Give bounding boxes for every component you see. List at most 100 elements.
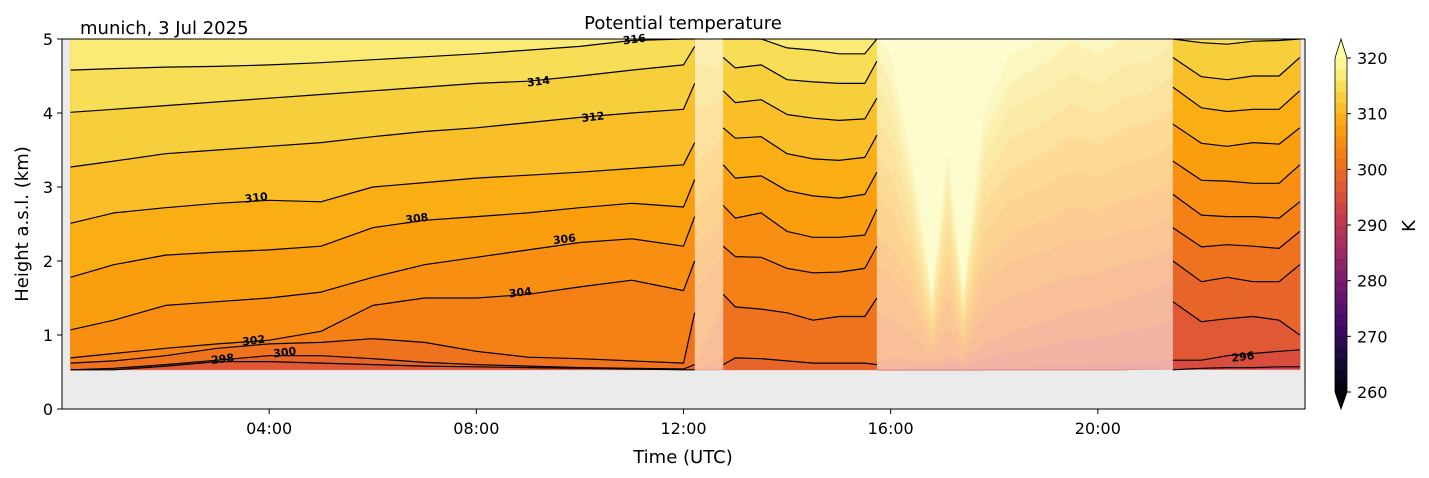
colorbar-band bbox=[1335, 302, 1347, 315]
masked-region bbox=[876, 39, 1173, 370]
contour-line-312 bbox=[722, 90, 878, 122]
colorbar-band bbox=[1335, 58, 1347, 70]
contour-line-304 bbox=[722, 245, 878, 274]
contour-line-298 bbox=[70, 361, 695, 371]
colorbar-tick-label: 290 bbox=[1357, 216, 1388, 235]
contour-line-302 bbox=[70, 312, 696, 364]
contour-line-316 bbox=[70, 38, 695, 71]
colorbar-band bbox=[1335, 180, 1347, 192]
colorbar-band bbox=[1335, 258, 1347, 270]
colorbar-band bbox=[1335, 69, 1347, 81]
contour-label: 314 bbox=[526, 74, 551, 90]
colorbar-band bbox=[1335, 280, 1347, 293]
contour-label: 298 bbox=[210, 351, 234, 367]
colorbar-tick-label: 320 bbox=[1357, 49, 1388, 68]
y-tick-label: 2 bbox=[43, 252, 53, 271]
colorbar-band bbox=[1335, 135, 1347, 148]
y-tick-label: 1 bbox=[43, 326, 53, 345]
colorbar-band bbox=[1335, 113, 1347, 126]
colorbar-band bbox=[1335, 314, 1347, 326]
y-tick-label: 3 bbox=[43, 178, 53, 197]
contour-line-314 bbox=[722, 57, 878, 85]
x-tick-label: 20:00 bbox=[1075, 419, 1121, 438]
x-tick-label: 16:00 bbox=[868, 419, 914, 438]
contour-label: 296 bbox=[1231, 349, 1256, 365]
colorbar-band bbox=[1335, 169, 1347, 181]
contour-line-300 bbox=[722, 357, 877, 366]
contour-line-302 bbox=[722, 293, 878, 321]
contour-line-304 bbox=[70, 260, 696, 359]
colorbar-band bbox=[1335, 347, 1347, 359]
contour-line-314 bbox=[1172, 38, 1300, 45]
contour-line-300 bbox=[70, 355, 695, 371]
contour-line-308 bbox=[722, 164, 878, 199]
colorbar-band bbox=[1335, 202, 1347, 215]
contour-label: 302 bbox=[241, 333, 265, 349]
colorbar-band bbox=[1335, 336, 1347, 348]
y-tick-label: 0 bbox=[43, 400, 53, 419]
colorbar-band bbox=[1335, 80, 1347, 92]
contour-label: 300 bbox=[273, 345, 298, 361]
colorbar-band bbox=[1335, 369, 1347, 382]
colorbar-band bbox=[1335, 124, 1347, 137]
colorbar-tick-label: 310 bbox=[1357, 105, 1388, 124]
contour-line-314 bbox=[70, 46, 696, 113]
colorbar-band bbox=[1335, 247, 1347, 259]
colorbar-band bbox=[1335, 91, 1347, 103]
contour-line-294 bbox=[1172, 366, 1300, 371]
colorbar-extend-max bbox=[1335, 39, 1347, 58]
colorbar-band bbox=[1335, 236, 1347, 248]
colorbar-tick-label: 260 bbox=[1357, 383, 1388, 402]
colorbar-tick-label: 300 bbox=[1357, 160, 1388, 179]
contour-line-312 bbox=[1172, 57, 1301, 81]
colorbar-band bbox=[1335, 191, 1347, 204]
colorbar-band bbox=[1335, 380, 1347, 393]
contour-label: 308 bbox=[405, 211, 429, 227]
colorbar-band bbox=[1335, 158, 1347, 170]
colorbar: 260 270 280 290 300 310 320 bbox=[1334, 37, 1388, 411]
contour-line-298 bbox=[1172, 301, 1301, 336]
x-tick-label: 08:00 bbox=[453, 419, 499, 438]
contour-line-306 bbox=[722, 205, 878, 238]
x-axis-label: Time (UTC) bbox=[632, 447, 733, 468]
y-axis-label: Height a.s.l. (km) bbox=[12, 146, 33, 302]
contour-label: 312 bbox=[581, 109, 605, 125]
contour-line-310 bbox=[722, 127, 878, 161]
contour-line-304 bbox=[1172, 193, 1301, 219]
colorbar-band bbox=[1335, 358, 1347, 371]
colorbar-band bbox=[1335, 291, 1347, 304]
contour-label: 306 bbox=[552, 231, 577, 247]
contour-lines bbox=[70, 38, 1301, 371]
colorbar-band bbox=[1335, 213, 1347, 226]
contour-line-302 bbox=[1172, 227, 1301, 249]
colorbar-extend-min bbox=[1335, 392, 1347, 409]
masked-region bbox=[694, 39, 724, 370]
location-date-label: munich, 3 Jul 2025 bbox=[80, 18, 249, 39]
contour-label: 310 bbox=[244, 190, 269, 206]
contour-label: 304 bbox=[508, 285, 533, 301]
contour-line-310 bbox=[70, 142, 696, 224]
colorbar-band bbox=[1335, 269, 1347, 282]
contour-line-310 bbox=[1172, 86, 1301, 113]
contour-line-300 bbox=[1172, 260, 1301, 283]
colorbar-tick-label: 280 bbox=[1357, 272, 1388, 291]
contour-line-308 bbox=[70, 179, 696, 278]
contour-line-306 bbox=[1172, 160, 1301, 184]
colorbar-band bbox=[1335, 325, 1347, 337]
x-tick-label: 12:00 bbox=[660, 419, 706, 438]
colorbar-tick-label: 270 bbox=[1357, 327, 1388, 346]
x-tick-label: 04:00 bbox=[246, 419, 292, 438]
contour-line-306 bbox=[70, 216, 696, 331]
colorbar-band bbox=[1335, 102, 1347, 115]
colorbar-band bbox=[1335, 225, 1347, 237]
y-tick-label: 4 bbox=[43, 104, 53, 123]
contour-line-312 bbox=[70, 83, 696, 168]
colorbar-band bbox=[1335, 147, 1347, 159]
colorbar-label: K bbox=[1399, 219, 1420, 232]
y-tick-label: 5 bbox=[43, 30, 53, 49]
contour-line-296 bbox=[1172, 349, 1300, 361]
chart-title: Potential temperature bbox=[584, 13, 782, 34]
contour-line-308 bbox=[1172, 123, 1301, 147]
